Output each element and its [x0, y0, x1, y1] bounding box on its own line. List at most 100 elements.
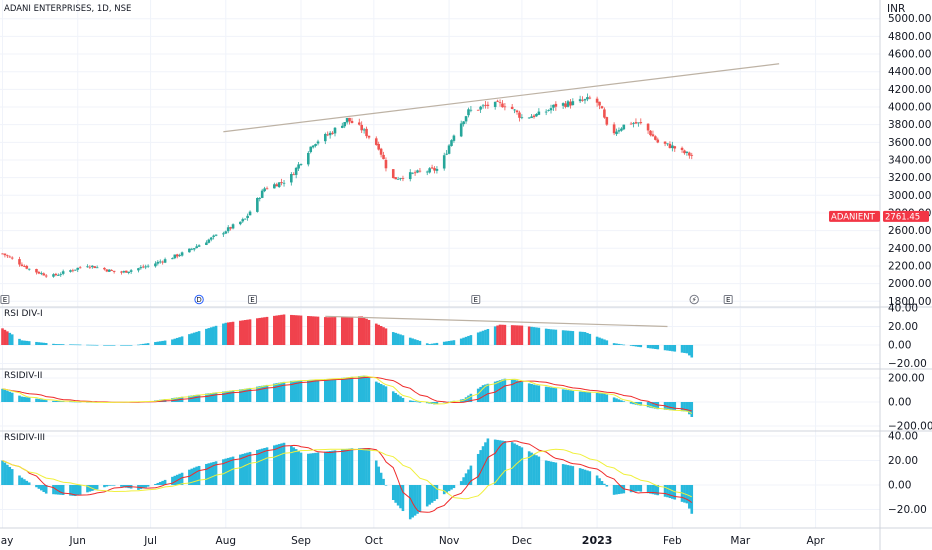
histogram-bar: [411, 400, 414, 402]
candle-body: [408, 172, 412, 180]
histogram-bar: [258, 386, 262, 402]
histogram-bar: [226, 390, 230, 402]
histogram-bar: [343, 449, 347, 485]
histogram-bar: [299, 315, 303, 345]
histogram-bar: [35, 341, 38, 345]
histogram-bar: [120, 345, 123, 346]
histogram-bar: [365, 448, 368, 485]
candle-body: [450, 140, 453, 146]
histogram-bar: [520, 381, 524, 402]
histogram-bar: [428, 485, 431, 505]
histogram-bar: [360, 375, 363, 402]
histogram-bar: [8, 332, 12, 345]
histogram-bar: [651, 402, 655, 409]
histogram-bar: [634, 485, 638, 492]
histogram-bar: [6, 390, 9, 402]
histogram-bar: [333, 317, 337, 345]
candle-body: [668, 143, 672, 149]
histogram-bar: [258, 317, 262, 345]
price-axis[interactable]: 5000.00 4800.00 4600.00 4400.00 4200.00 4000.…: [888, 13, 932, 516]
candle-body: [314, 144, 317, 146]
histogram-bar: [688, 345, 691, 356]
histogram-bar: [484, 384, 487, 402]
candle-body: [510, 106, 514, 109]
histogram-bar: [481, 385, 485, 402]
price-pane[interactable]: E D E E ⚡ E: [0, 63, 780, 305]
histogram-bar: [299, 452, 303, 485]
histogram-bar: [163, 340, 167, 345]
histogram-bar: [307, 316, 310, 345]
candle-body: [552, 104, 555, 108]
event-marker-5[interactable]: E: [723, 295, 733, 305]
histogram-bar: [450, 485, 453, 490]
histogram-bar: [496, 380, 499, 402]
histogram-bar: [544, 460, 548, 485]
candle-body: [175, 254, 179, 257]
candle-body: [107, 269, 111, 272]
pane-title-rsidiv-ii: RSIDIV-II: [4, 371, 42, 381]
histogram-bar: [144, 343, 147, 345]
histogram-bar: [309, 379, 313, 402]
histogram-bar: [408, 400, 412, 402]
histogram-bar: [629, 345, 633, 346]
histogram-bar: [292, 447, 296, 485]
rsidiv-ii-pane[interactable]: [1, 375, 694, 417]
time-tick-label: Feb: [663, 535, 682, 547]
time-tick-label: May: [0, 535, 13, 547]
histogram-bar: [569, 330, 572, 345]
histogram-bar: [343, 316, 347, 345]
histogram-bar: [54, 344, 58, 345]
histogram-bar: [637, 345, 640, 347]
event-marker-0[interactable]: E: [0, 295, 10, 305]
histogram-bar: [382, 478, 385, 485]
histogram-bar: [552, 329, 555, 345]
histogram-bar: [632, 485, 635, 492]
histogram-bar: [680, 402, 684, 412]
candle-body: [680, 147, 684, 150]
histogram-bar: [297, 315, 300, 345]
histogram-bar: [532, 384, 536, 402]
event-marker-2[interactable]: E: [247, 295, 257, 305]
histogram-bar: [292, 315, 296, 345]
histogram-bar: [314, 379, 317, 402]
time-axis[interactable]: May Jun Jul Aug Sep Oct Nov Dec 2023 Feb Mar Apr: [0, 534, 825, 547]
histogram-bar: [175, 337, 179, 345]
event-marker-4[interactable]: ⚡: [689, 294, 699, 305]
candle-body: [663, 141, 667, 144]
candle-body: [518, 112, 521, 118]
event-marker-1[interactable]: D: [194, 294, 204, 305]
histogram-bar: [205, 328, 208, 345]
rsidiv-iii-pane[interactable]: [1, 438, 694, 520]
candle-body: [1, 253, 4, 255]
histogram-bar: [282, 381, 286, 402]
histogram-bar: [273, 315, 276, 345]
histogram-bar: [547, 461, 550, 485]
histogram-bar: [248, 319, 252, 345]
candle-body: [501, 103, 504, 108]
histogram-bar: [595, 336, 599, 345]
histogram-bar: [554, 388, 558, 402]
histogram-bar: [588, 392, 592, 402]
histogram-bar: [154, 342, 157, 345]
histogram-bar: [578, 391, 582, 402]
histogram-bar: [425, 485, 429, 507]
time-tick-label: Jul: [143, 535, 157, 547]
histogram-bar: [418, 340, 422, 345]
event-marker-3[interactable]: E: [471, 295, 481, 305]
histogram-bar: [323, 451, 327, 485]
histogram-bar: [671, 345, 674, 352]
candle-body: [156, 261, 160, 264]
dividend-marker-circle: [194, 294, 204, 305]
histogram-bar: [212, 461, 215, 485]
candle-body: [433, 168, 436, 171]
histogram-bar: [598, 337, 601, 345]
histogram-bar: [348, 448, 351, 485]
histogram-bar: [656, 345, 660, 350]
dividend-marker-text: D: [196, 296, 201, 304]
histogram-bar: [464, 336, 468, 345]
histogram-bar: [265, 316, 269, 345]
histogram-bar: [241, 453, 245, 485]
candle-body: [481, 105, 485, 107]
histogram-bar: [649, 485, 652, 494]
rsi-div-i-pane[interactable]: [1, 314, 694, 358]
